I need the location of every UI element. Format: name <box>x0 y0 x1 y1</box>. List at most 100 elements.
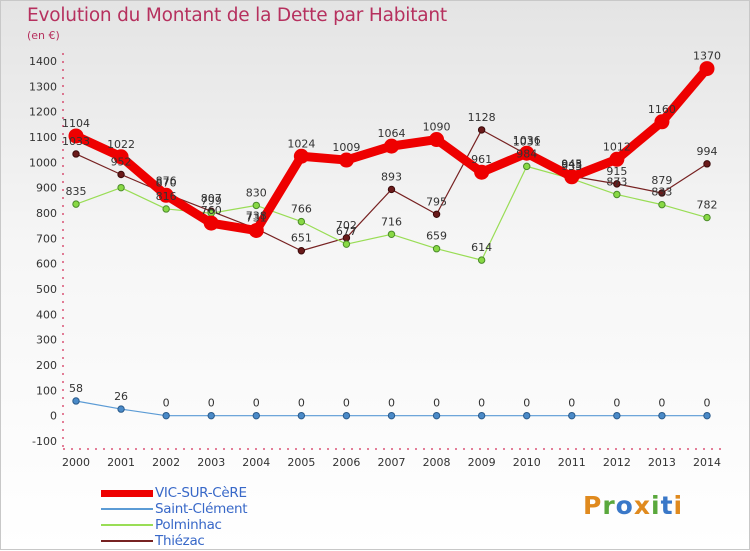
data-point <box>297 217 306 226</box>
data-label: 830 <box>246 186 267 199</box>
data-point <box>117 183 125 192</box>
data-point <box>658 189 666 197</box>
logo-letter: t <box>660 491 674 520</box>
y-tick-label: 500 <box>36 283 57 296</box>
x-tick-label: 2009 <box>468 456 496 469</box>
x-tick-label: 2013 <box>648 456 676 469</box>
data-label: 782 <box>697 199 718 212</box>
data-point <box>613 190 621 199</box>
data-label: 760 <box>201 204 222 217</box>
data-label: 816 <box>156 190 177 203</box>
data-label: 1064 <box>378 127 406 140</box>
y-tick-label: 800 <box>36 207 57 220</box>
data-label: 795 <box>426 195 447 208</box>
data-label: 738 <box>246 210 267 223</box>
data-point <box>248 222 264 238</box>
unit-label: (en €) <box>27 29 60 42</box>
x-tick-label: 2005 <box>287 456 315 469</box>
axes: -100010020030040050060070080090010001100… <box>29 53 721 469</box>
x-tick-label: 2008 <box>423 456 451 469</box>
data-label: 677 <box>336 225 357 238</box>
y-tick-label: 100 <box>36 384 57 397</box>
data-label: 870 <box>156 176 177 189</box>
data-label: 614 <box>471 241 492 254</box>
data-label: 833 <box>651 186 672 199</box>
legend-swatch <box>101 524 153 526</box>
data-label: 1128 <box>468 111 496 124</box>
data-label: 1370 <box>693 50 721 63</box>
logo-letter: o <box>615 491 634 520</box>
data-label: 807 <box>201 192 222 205</box>
logo-letter: i <box>673 491 684 520</box>
y-tick-label: 600 <box>36 258 57 271</box>
data-point <box>293 148 309 164</box>
data-point <box>113 149 129 165</box>
y-tick-label: -100 <box>32 435 57 448</box>
data-point <box>252 201 260 210</box>
legend-label: Saint-Clément <box>155 501 248 517</box>
data-point <box>613 180 621 188</box>
y-tick-label: 900 <box>36 182 57 195</box>
data-label: 0 <box>613 397 620 410</box>
data-point <box>342 240 351 248</box>
y-tick-label: 400 <box>36 308 57 321</box>
legend-label: Thiézac <box>155 533 205 549</box>
data-label: 952 <box>111 155 132 168</box>
data-point <box>252 411 260 420</box>
data-point <box>158 187 174 203</box>
y-tick-label: 1000 <box>29 156 57 169</box>
data-label: 0 <box>343 397 350 410</box>
data-label: 731 <box>246 211 267 224</box>
x-tick-label: 2006 <box>332 456 360 469</box>
data-point <box>432 210 441 218</box>
data-label: 1031 <box>513 135 541 148</box>
data-point <box>523 411 531 420</box>
data-label: 1090 <box>423 121 451 134</box>
logo-letter: x <box>633 491 651 520</box>
data-label: 0 <box>388 397 395 410</box>
legend-label: VIC-SUR-CèRE <box>155 485 247 501</box>
data-point <box>162 205 170 213</box>
data-point <box>432 411 441 420</box>
data-label: 994 <box>697 145 718 158</box>
proxiti-logo: Proxiti <box>583 491 683 520</box>
data-label: 0 <box>298 397 305 410</box>
y-tick-label: 700 <box>36 232 57 245</box>
data-point <box>658 200 666 209</box>
x-tick-label: 2010 <box>513 456 541 469</box>
x-tick-label: 2003 <box>197 456 225 469</box>
data-label: 58 <box>69 382 83 395</box>
series-lines <box>68 61 715 420</box>
data-label: 915 <box>606 165 627 178</box>
x-tick-label: 2014 <box>693 456 721 469</box>
logo-letter: P <box>583 491 603 520</box>
data-point <box>203 215 219 231</box>
data-point <box>384 138 399 154</box>
data-point <box>297 411 306 420</box>
data-label: 0 <box>568 397 575 410</box>
data-label: 1024 <box>287 137 315 150</box>
data-point <box>474 164 490 180</box>
data-point <box>609 151 625 167</box>
x-tick-label: 2007 <box>378 456 406 469</box>
data-label: 651 <box>291 232 312 245</box>
data-point <box>654 114 670 130</box>
data-point <box>703 160 711 168</box>
data-point <box>699 61 715 77</box>
data-point <box>432 245 441 253</box>
data-point <box>523 162 531 171</box>
data-label: 799 <box>201 194 222 207</box>
x-tick-label: 2011 <box>558 456 586 469</box>
data-label: 1036 <box>513 134 541 147</box>
data-label: 1022 <box>107 138 135 151</box>
data-point <box>207 411 215 420</box>
data-label: 835 <box>66 185 87 198</box>
data-point <box>72 150 80 158</box>
data-label: 659 <box>426 230 447 243</box>
x-tick-label: 2002 <box>152 456 180 469</box>
x-tick-label: 2012 <box>603 456 631 469</box>
data-point <box>387 230 396 238</box>
legend-swatch <box>101 540 153 542</box>
